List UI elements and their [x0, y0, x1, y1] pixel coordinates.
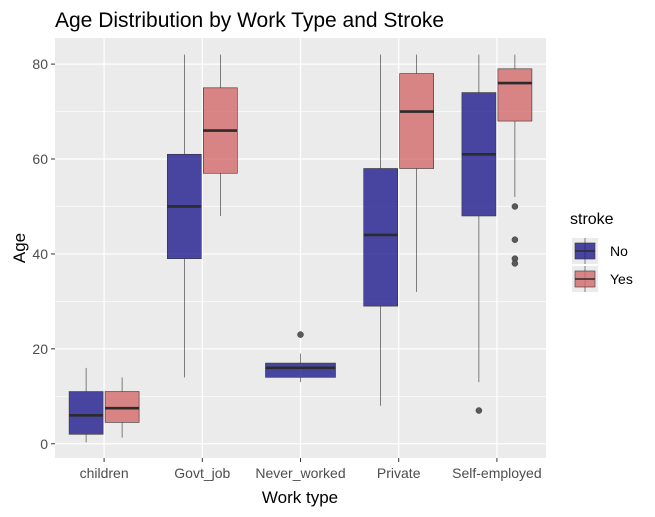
x-tick-label: children — [80, 465, 129, 481]
box-Govt_job-No — [167, 54, 202, 378]
outlier-point — [511, 260, 519, 267]
y-tick-label: 0 — [40, 436, 48, 452]
box-iqr — [363, 168, 399, 307]
legend-label-No: No — [610, 243, 628, 259]
box-Govt_job-Yes — [203, 54, 238, 216]
box-series — [68, 54, 533, 443]
x-tick-label: Govt_job — [174, 465, 230, 481]
outlier-point — [297, 331, 304, 338]
box-iqr — [399, 73, 435, 169]
legend: stroke No Yes — [570, 211, 633, 292]
legend-label-Yes: Yes — [610, 271, 633, 287]
gridlines — [55, 38, 546, 458]
x-tick-label: Self-employed — [452, 465, 542, 481]
x-tick-label: Private — [377, 465, 421, 481]
outlier-point — [511, 203, 519, 210]
x-tick-label: Never_worked — [255, 465, 345, 481]
outlier-point — [475, 407, 483, 414]
outlier-point — [511, 236, 519, 243]
y-tick-label: 20 — [32, 341, 48, 357]
x-axis-ticks: children Govt_job Never_worked Private Self-… — [80, 458, 542, 481]
legend-title: stroke — [570, 211, 614, 228]
box-iqr — [68, 391, 104, 435]
x-axis-title: Work type — [262, 488, 338, 507]
box-Self-employed-Yes — [497, 54, 533, 267]
y-tick-label: 60 — [32, 151, 48, 167]
y-tick-label: 80 — [32, 56, 48, 72]
box-Private-No — [363, 54, 399, 406]
box-children-No — [68, 367, 104, 443]
box-Private-Yes — [399, 54, 435, 292]
box-iqr — [265, 362, 336, 378]
chart-title: Age Distribution by Work Type and Stroke — [55, 9, 444, 32]
box-Self-employed-No — [461, 54, 497, 414]
y-tick-label: 40 — [32, 246, 48, 262]
box-iqr — [497, 68, 533, 122]
y-axis-ticks: 0 20 40 60 80 — [32, 56, 55, 452]
box-Never_worked-No — [265, 331, 336, 383]
box-children-Yes — [104, 377, 140, 438]
y-axis-title: Age — [10, 233, 29, 263]
